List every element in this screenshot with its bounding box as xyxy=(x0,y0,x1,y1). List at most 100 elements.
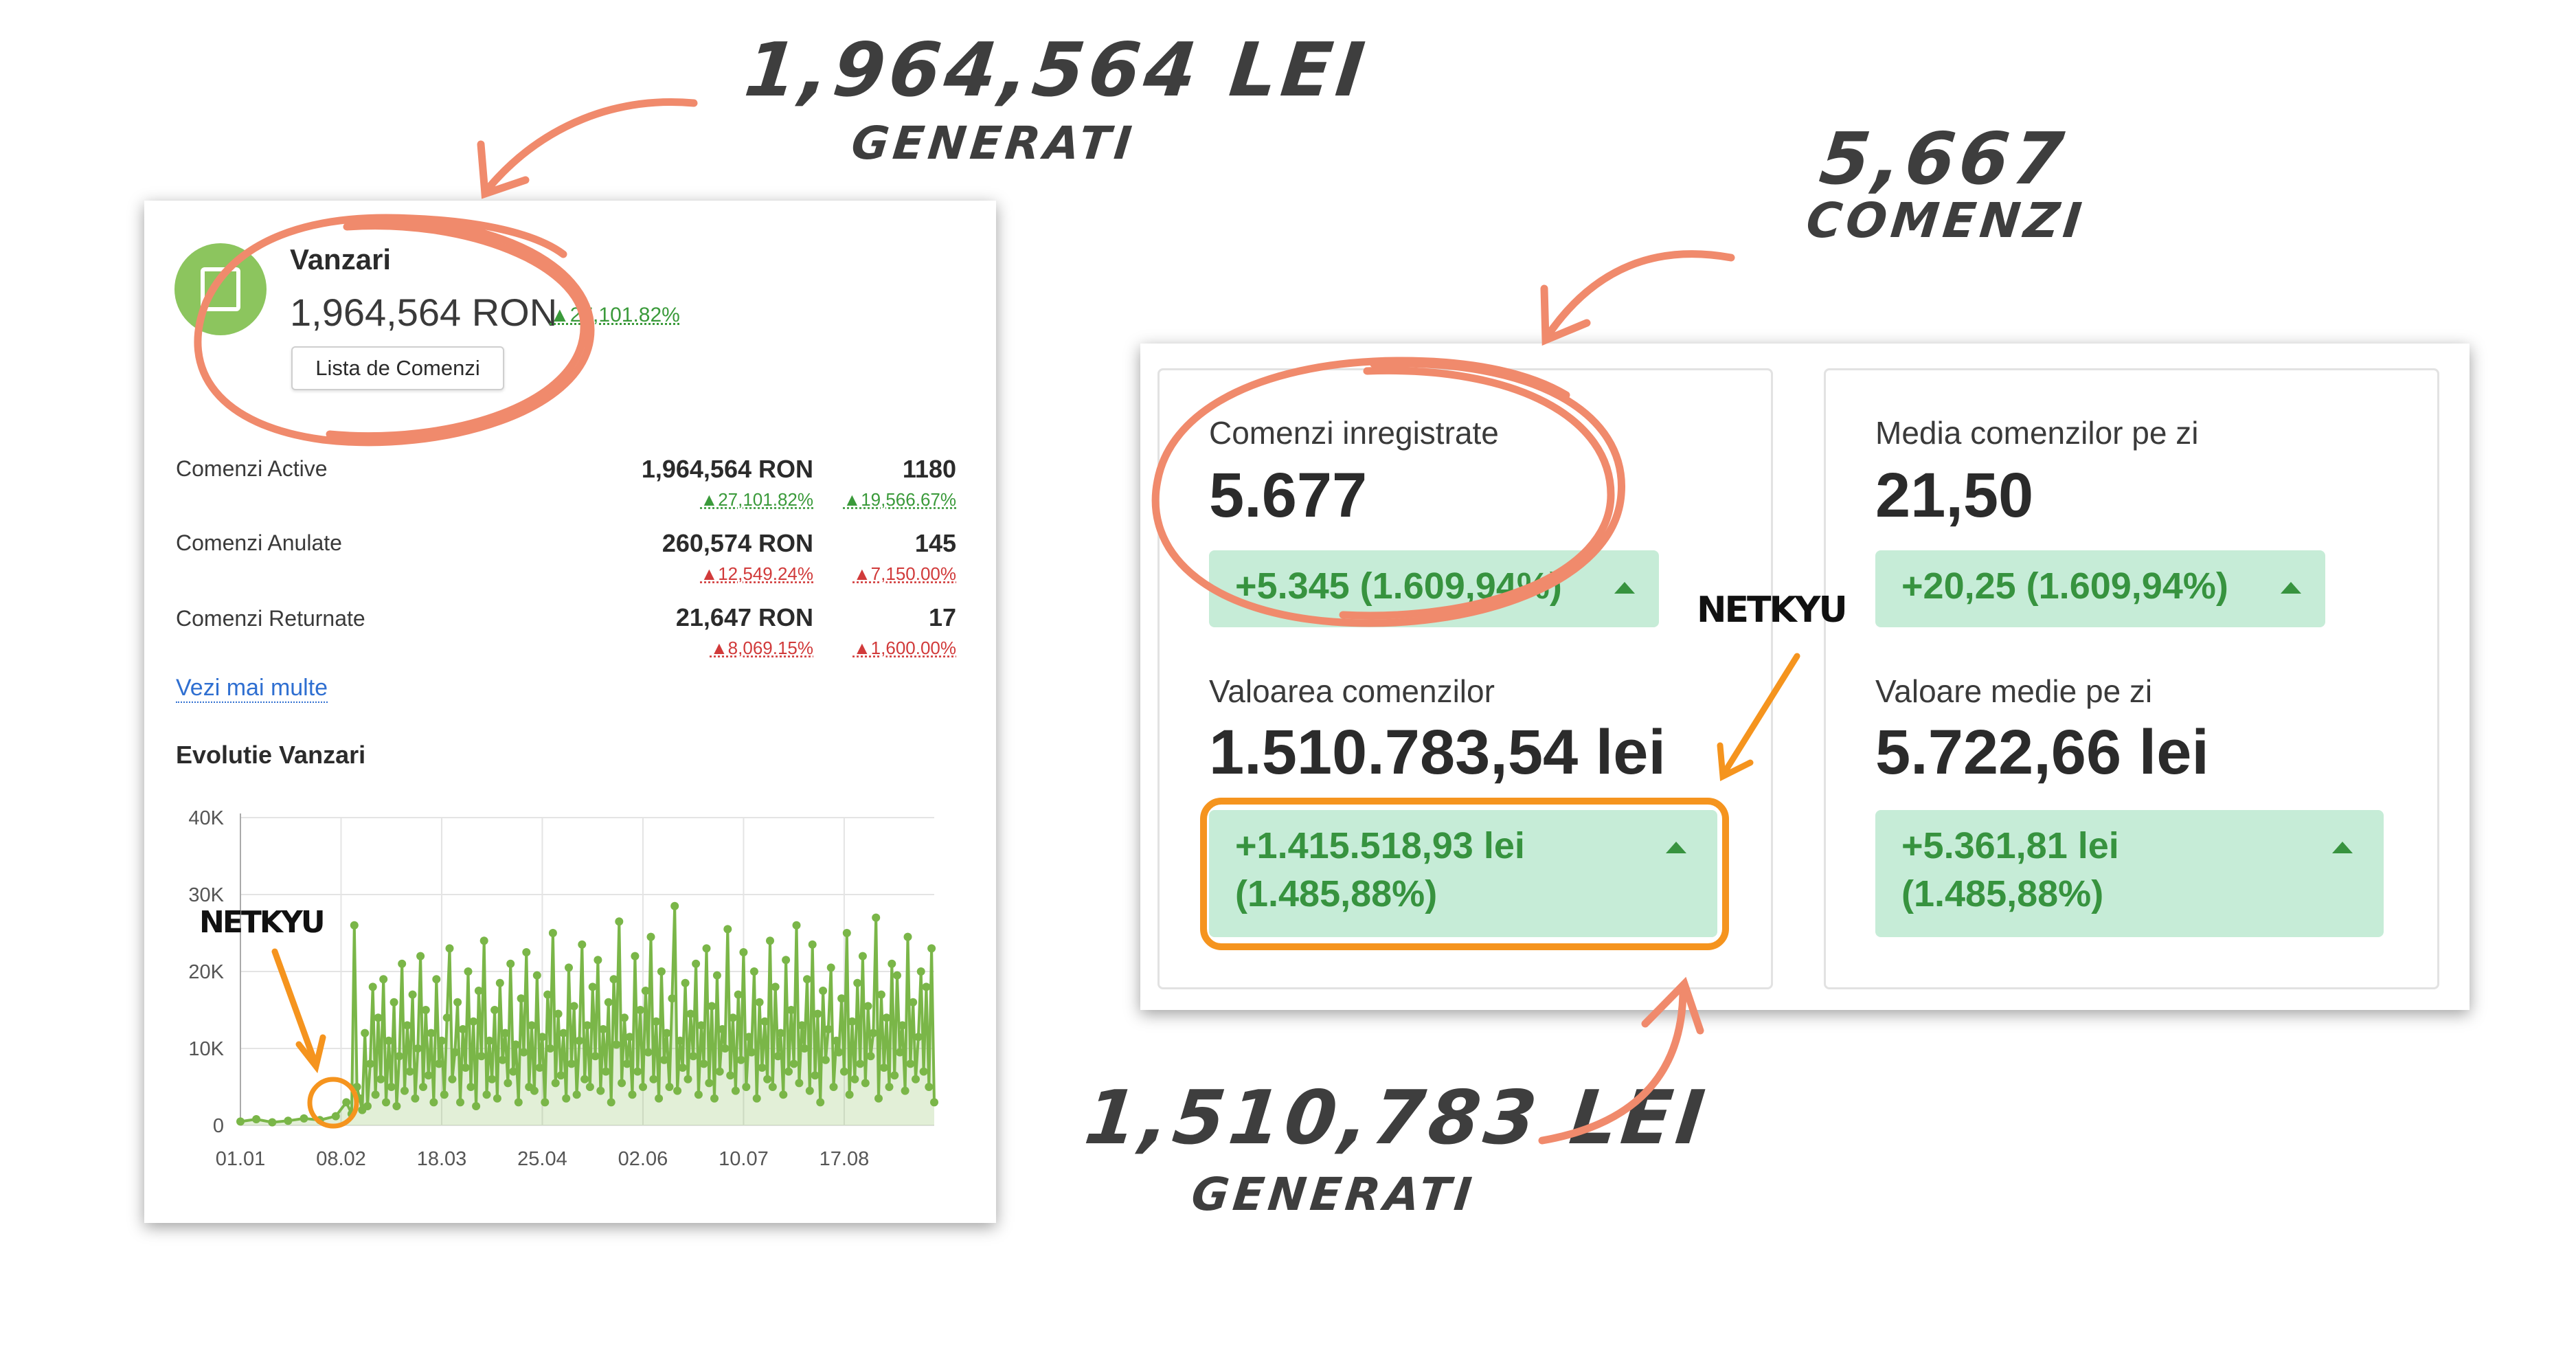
data-point xyxy=(826,963,835,972)
arrow-left-top-head xyxy=(477,140,530,199)
x-tick-label: 17.08 xyxy=(820,1148,870,1170)
data-point xyxy=(694,1090,703,1099)
avg-value-delta-line2: (1.485,88%) xyxy=(1901,873,2104,914)
data-point xyxy=(514,1098,523,1107)
data-point xyxy=(723,925,732,934)
data-point xyxy=(710,1094,719,1103)
data-point xyxy=(839,1067,848,1076)
data-point xyxy=(898,1021,907,1030)
data-point xyxy=(874,1094,883,1103)
data-point xyxy=(705,1079,714,1088)
data-point xyxy=(565,963,573,972)
data-point xyxy=(464,967,473,976)
row-label-active: Comenzi Active xyxy=(176,456,328,481)
data-point xyxy=(365,1059,374,1068)
data-point xyxy=(400,1086,409,1095)
data-point xyxy=(766,936,774,945)
data-point xyxy=(472,1102,481,1110)
y-tick-label: 0 xyxy=(213,1115,224,1137)
row-amount-active: 1,964,564 RON xyxy=(641,455,813,483)
avg-value-delta-line1: +5.361,81 lei xyxy=(1901,825,2119,866)
data-point xyxy=(398,959,407,968)
data-point xyxy=(845,1090,854,1099)
data-point xyxy=(901,1086,909,1095)
data-point xyxy=(776,1029,785,1037)
see-more-link[interactable]: Vezi mai multe xyxy=(176,675,328,703)
sales-evolution-chart: 0 10K 20K 30K 40K 01.01 08.02 18.03 25.04 02.06 10… xyxy=(188,807,938,1170)
data-point xyxy=(618,1079,626,1088)
data-point xyxy=(739,948,748,956)
data-point xyxy=(773,1052,782,1061)
row-count-active: 1180 xyxy=(902,455,956,483)
data-point xyxy=(506,959,515,968)
data-point xyxy=(863,1002,872,1011)
data-point xyxy=(686,1009,695,1018)
data-point xyxy=(456,1098,464,1107)
data-point xyxy=(541,1098,550,1107)
data-point xyxy=(387,1083,396,1091)
data-point xyxy=(347,1110,356,1119)
data-point xyxy=(567,1059,576,1068)
x-tick-label: 18.03 xyxy=(417,1148,467,1170)
data-point xyxy=(726,1071,735,1080)
data-point xyxy=(389,998,398,1007)
data-point xyxy=(763,1075,772,1083)
data-point xyxy=(445,944,454,953)
data-point xyxy=(729,1013,737,1022)
data-point xyxy=(821,1055,830,1064)
row-count-delta-cancelled: ▲7,150.00% xyxy=(852,563,956,584)
row-label-returned: Comenzi Returnate xyxy=(176,606,365,631)
data-point xyxy=(612,1040,621,1049)
row-count-cancelled: 145 xyxy=(914,529,956,557)
data-point xyxy=(872,913,881,922)
data-point xyxy=(461,1064,470,1072)
data-point xyxy=(551,1079,560,1088)
data-point xyxy=(519,1048,528,1057)
data-point xyxy=(789,1059,798,1068)
data-point xyxy=(591,1052,600,1061)
orders-label: Comenzi inregistrate xyxy=(1209,415,1499,451)
data-point xyxy=(702,944,711,953)
data-point xyxy=(376,1075,385,1083)
data-point xyxy=(771,982,780,991)
data-point xyxy=(458,1025,467,1033)
data-point xyxy=(912,1075,920,1083)
data-point xyxy=(572,1090,581,1099)
data-point xyxy=(795,1079,804,1088)
avg-orders-delta: +20,25 (1.609,94%) xyxy=(1901,565,2228,607)
avg-orders-label: Media comenzilor pe zi xyxy=(1875,415,2199,451)
triangle-up-icon xyxy=(1666,842,1686,853)
data-point xyxy=(731,1086,740,1095)
avg-orders-delta-badge: +20,25 (1.609,94%) xyxy=(1875,550,2325,627)
data-point xyxy=(382,1098,390,1107)
row-amount-cancelled: 260,574 RON xyxy=(662,529,813,557)
data-point xyxy=(451,1048,460,1057)
y-tick-label: 30K xyxy=(188,884,224,906)
avg-value-delta-badge: +5.361,81 lei (1.485,88%) xyxy=(1875,810,2384,937)
data-point xyxy=(787,1006,795,1014)
data-point xyxy=(837,994,846,1003)
data-point xyxy=(419,1083,427,1091)
data-point xyxy=(331,1112,340,1121)
data-point xyxy=(424,1071,433,1080)
data-point xyxy=(861,1079,870,1088)
data-point xyxy=(361,1029,370,1037)
data-point xyxy=(811,1071,820,1080)
arrow-left-top xyxy=(484,98,698,193)
row-amount-delta-active: ▲27,101.82% xyxy=(700,489,813,510)
data-point xyxy=(488,1075,497,1083)
data-point xyxy=(792,921,801,930)
data-point xyxy=(599,1025,608,1033)
data-point xyxy=(856,1059,865,1068)
data-point xyxy=(578,940,587,949)
data-point xyxy=(636,1006,645,1014)
data-point xyxy=(403,1021,411,1030)
data-point xyxy=(721,1044,730,1053)
data-point xyxy=(853,978,862,987)
data-point xyxy=(607,1098,615,1107)
data-point xyxy=(554,1009,563,1018)
data-point xyxy=(909,998,918,1007)
data-point xyxy=(782,956,791,965)
order-value-delta-line2: (1.485,88%) xyxy=(1235,873,1438,914)
data-point xyxy=(625,1033,634,1042)
